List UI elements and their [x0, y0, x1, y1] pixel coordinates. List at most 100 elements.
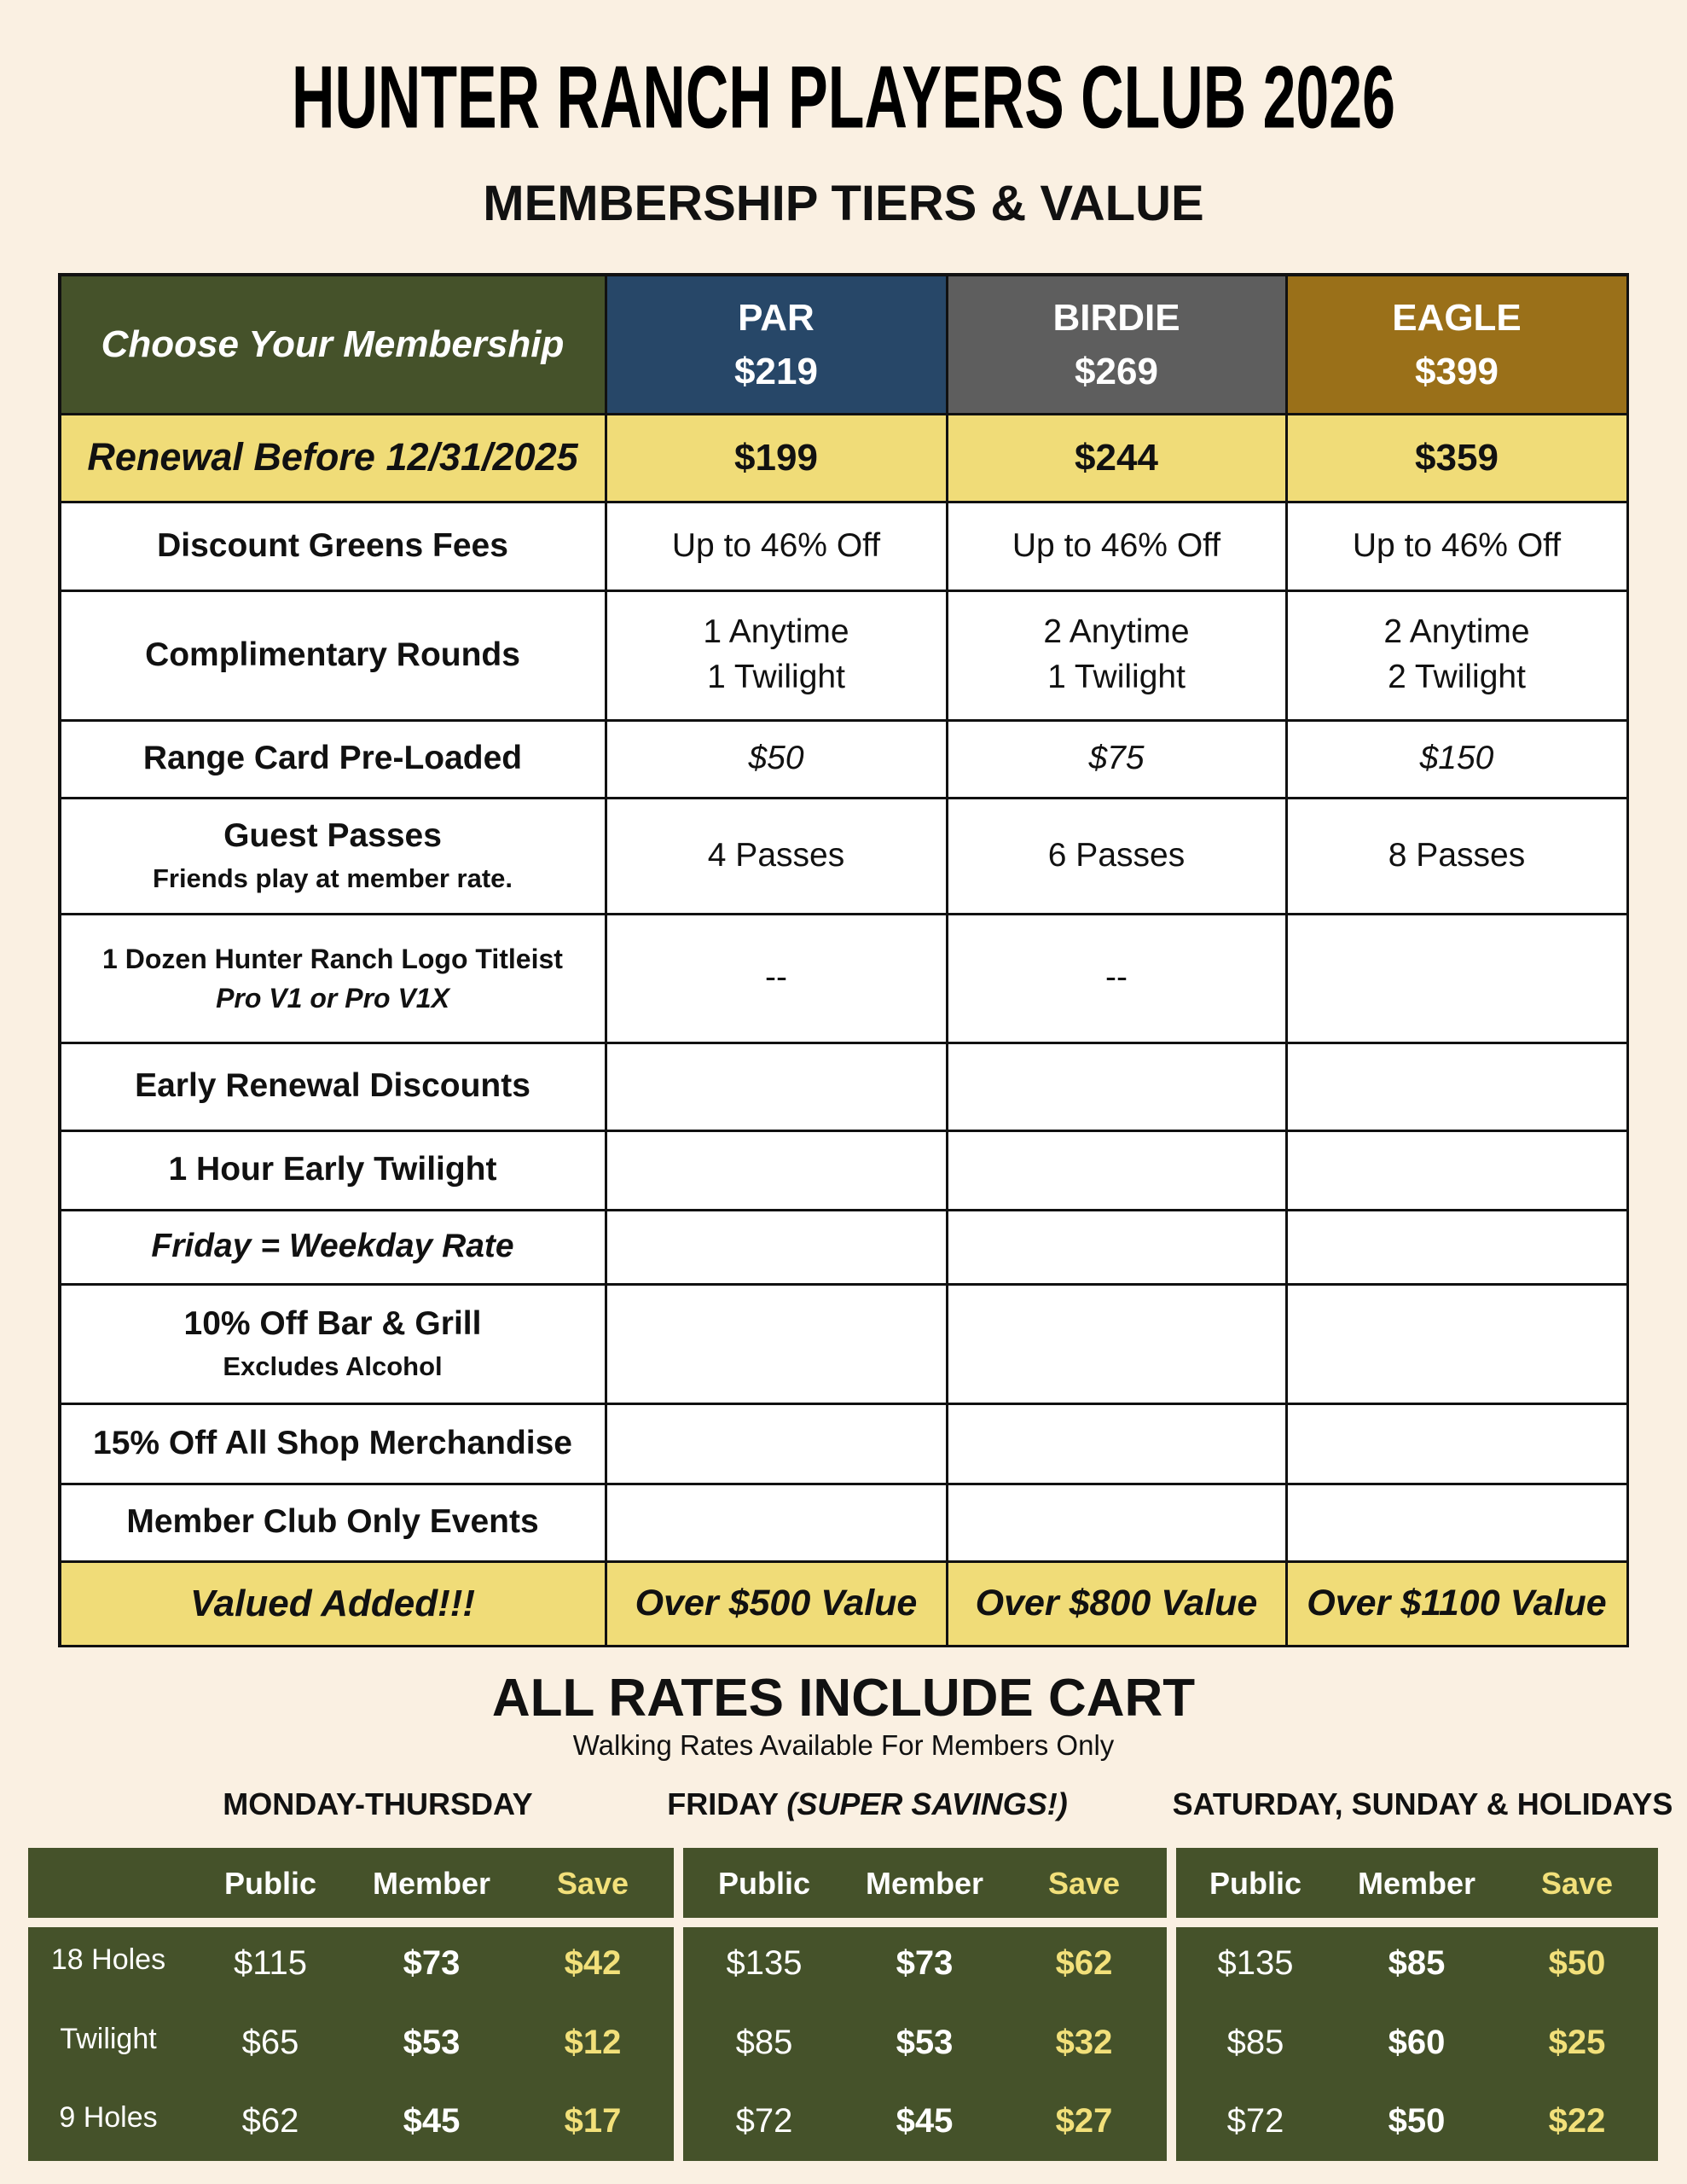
row-label: Early Renewal Discounts: [135, 1067, 530, 1105]
value-cell: [1287, 1043, 1626, 1130]
row-note: Pro V1 or Pro V1X: [216, 982, 449, 1014]
rate-column-header: Save: [1047, 1866, 1121, 1901]
renewal-price: $359: [1415, 437, 1499, 479]
value-cell: 4 Passes: [606, 799, 946, 913]
value-cell: Up to 46% Off: [948, 502, 1285, 590]
value-total: Over $500 Value: [635, 1582, 918, 1623]
rate-value: $85: [735, 2024, 793, 2061]
value-cell: $75: [948, 721, 1285, 797]
value-cell: [606, 1404, 946, 1483]
renewal-price: $199: [734, 437, 818, 479]
rate-column-header: Member: [1357, 1866, 1476, 1901]
rate-column-header: Member: [372, 1866, 491, 1901]
row-label: 1 Dozen Hunter Ranch Logo Titleist: [102, 943, 563, 974]
tier-name: PAR: [738, 296, 815, 339]
cell-line: 1 Twilight: [1047, 659, 1186, 695]
tier-name: EAGLE: [1392, 296, 1522, 339]
heading-note: (SUPER SAVINGS!): [786, 1786, 1068, 1821]
row-label-cell: Member Club Only Events: [61, 1484, 605, 1560]
cell-text: Up to 46% Off: [671, 526, 881, 564]
cell-text: 8 Passes: [1388, 836, 1526, 874]
cell-text: Up to 46% Off: [1012, 526, 1221, 564]
corner-label: Choose Your Membership: [101, 323, 565, 365]
renewal-price-cell: $244: [948, 415, 1285, 501]
cell-line: 2 Anytime: [1383, 613, 1530, 651]
renewal-price-cell: $199: [606, 415, 946, 501]
rate-body: [683, 1927, 1167, 2161]
cell-text: 6 Passes: [1047, 836, 1186, 874]
cell-text: --: [765, 959, 787, 996]
row-label: Complimentary Rounds: [145, 636, 520, 673]
value-total: Over $1100 Value: [1307, 1582, 1607, 1623]
row-label-cell: Guest Passes Friends play at member rate.: [61, 799, 605, 913]
rate-value: $50: [1548, 1944, 1606, 1982]
rate-body: [28, 1927, 674, 2161]
value-cell: [1287, 1285, 1626, 1403]
heading-text: MONDAY-THURSDAY: [223, 1786, 533, 1821]
subtitle: MEMBERSHIP TIERS & VALUE: [483, 176, 1204, 231]
row-label-cell: 10% Off Bar & Grill Excludes Alcohol: [61, 1285, 605, 1403]
tier-header: PAR $219: [606, 276, 946, 413]
row-label-cell: Discount Greens Fees: [61, 502, 605, 590]
value-total-cell: Over $800 Value: [948, 1562, 1285, 1645]
row-label-cell: Friday = Weekday Rate: [61, 1211, 605, 1283]
cell-text: Up to 46% Off: [1352, 526, 1562, 564]
value-cell: [606, 1285, 946, 1403]
rate-value: $73: [403, 1944, 461, 1982]
value-cell: --: [948, 915, 1285, 1042]
value-cell: [948, 1404, 1285, 1483]
value-cell: [948, 1211, 1285, 1283]
tier-header: EAGLE $399: [1287, 276, 1626, 413]
rate-value: $25: [1548, 2024, 1606, 2061]
value-cell: Up to 46% Off: [606, 502, 946, 590]
value-cell: [948, 1043, 1285, 1130]
value-total-cell: Over $500 Value: [606, 1562, 946, 1645]
value-cell: [606, 1484, 946, 1560]
rate-header-bar: [1176, 1848, 1658, 1918]
row-label: 10% Off Bar & Grill: [183, 1305, 482, 1343]
value-total: Over $800 Value: [975, 1582, 1258, 1623]
row-label: 15% Off All Shop Merchandise: [93, 1424, 572, 1461]
renewal-label-cell: Renewal Before 12/31/2025: [61, 415, 605, 501]
value-cell: --: [606, 915, 946, 1042]
renewal-label: Renewal Before 12/31/2025: [87, 435, 578, 479]
rate-value: $42: [564, 1944, 622, 1982]
row-label: Range Card Pre-Loaded: [142, 740, 523, 777]
membership-table: Choose Your Membership PAR $219 BIRDIE $269 E…: [58, 273, 1629, 1647]
value-cell: [948, 1285, 1285, 1403]
rate-value: $65: [241, 2024, 299, 2061]
value-cell: [948, 1131, 1285, 1209]
value-cell: 2 Anytime 2 Twilight: [1287, 591, 1626, 719]
value-cell: $50: [606, 721, 946, 797]
rate-column-header: Save: [1540, 1866, 1614, 1901]
rate-value: $53: [403, 2024, 461, 2061]
value-cell: [948, 1484, 1285, 1560]
rate-value: $135: [726, 1944, 803, 1982]
cell-text: $50: [748, 740, 804, 777]
rate-header-bar: [683, 1848, 1167, 1918]
row-label-cell: 15% Off All Shop Merchandise: [61, 1404, 605, 1483]
rate-row-label: 9 Holes: [59, 2101, 158, 2134]
cell-text: --: [1105, 959, 1128, 996]
rate-value: $72: [735, 2102, 793, 2140]
value-total-cell: Over $1100 Value: [1287, 1562, 1626, 1645]
rate-value: $27: [1055, 2102, 1113, 2140]
row-label-cell: 1 Dozen Hunter Ranch Logo Titleist Pro V1…: [61, 915, 605, 1042]
row-label: Member Club Only Events: [126, 1503, 539, 1541]
value-cell: [1287, 1404, 1626, 1483]
rate-value: $62: [1055, 1944, 1113, 1982]
value-cell: [1287, 1131, 1626, 1209]
rate-value: $62: [241, 2102, 299, 2140]
corner-cell: Choose Your Membership: [61, 276, 605, 413]
value-cell: 1 Anytime 1 Twilight: [606, 591, 946, 719]
rate-column-header: Save: [556, 1866, 629, 1901]
rate-value: $85: [1388, 1944, 1446, 1982]
rate-heading: SATURDAY, SUNDAY & HOLIDAYS: [1081, 1786, 1687, 1822]
renewal-price: $244: [1075, 437, 1158, 479]
row-label-cell: Range Card Pre-Loaded: [61, 721, 605, 797]
cell-line: 2 Twilight: [1388, 659, 1526, 695]
rate-value: $50: [1388, 2102, 1446, 2140]
rate-value: $32: [1055, 2024, 1113, 2061]
rate-row-label: Twilight: [60, 2023, 157, 2055]
rate-row-label: 18 Holes: [50, 1943, 166, 1976]
